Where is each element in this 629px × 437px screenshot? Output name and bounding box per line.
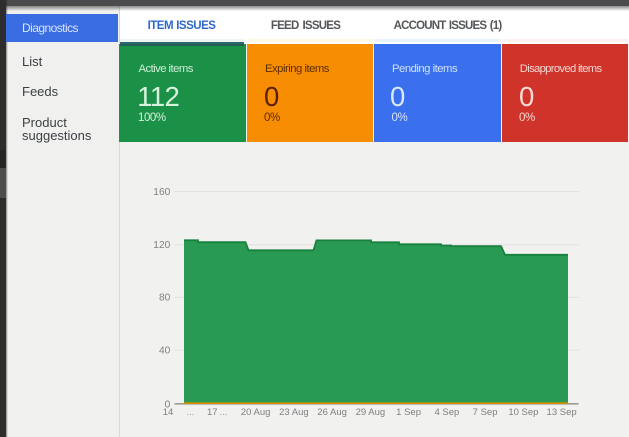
svg-text:80: 80: [159, 293, 171, 304]
svg-text:4 Sep: 4 Sep: [434, 407, 459, 418]
svg-text:...: ...: [186, 407, 194, 418]
svg-text:40: 40: [159, 345, 171, 356]
svg-text:7 Sep: 7 Sep: [473, 407, 498, 418]
svg-text:26 Aug: 26 Aug: [317, 407, 347, 418]
svg-text:160: 160: [153, 187, 170, 198]
svg-text:17: 17: [207, 407, 218, 418]
svg-text:120: 120: [153, 240, 170, 251]
svg-text:...: ...: [220, 407, 228, 418]
svg-text:10 Sep: 10 Sep: [508, 407, 538, 418]
svg-text:1 Sep: 1 Sep: [396, 407, 421, 418]
svg-text:0: 0: [165, 399, 171, 410]
svg-text:13 Sep: 13 Sep: [547, 407, 577, 418]
svg-text:14: 14: [163, 407, 174, 418]
svg-text:20 Aug: 20 Aug: [241, 407, 271, 418]
svg-text:23 Aug: 23 Aug: [279, 407, 309, 418]
svg-text:29 Aug: 29 Aug: [356, 407, 386, 418]
